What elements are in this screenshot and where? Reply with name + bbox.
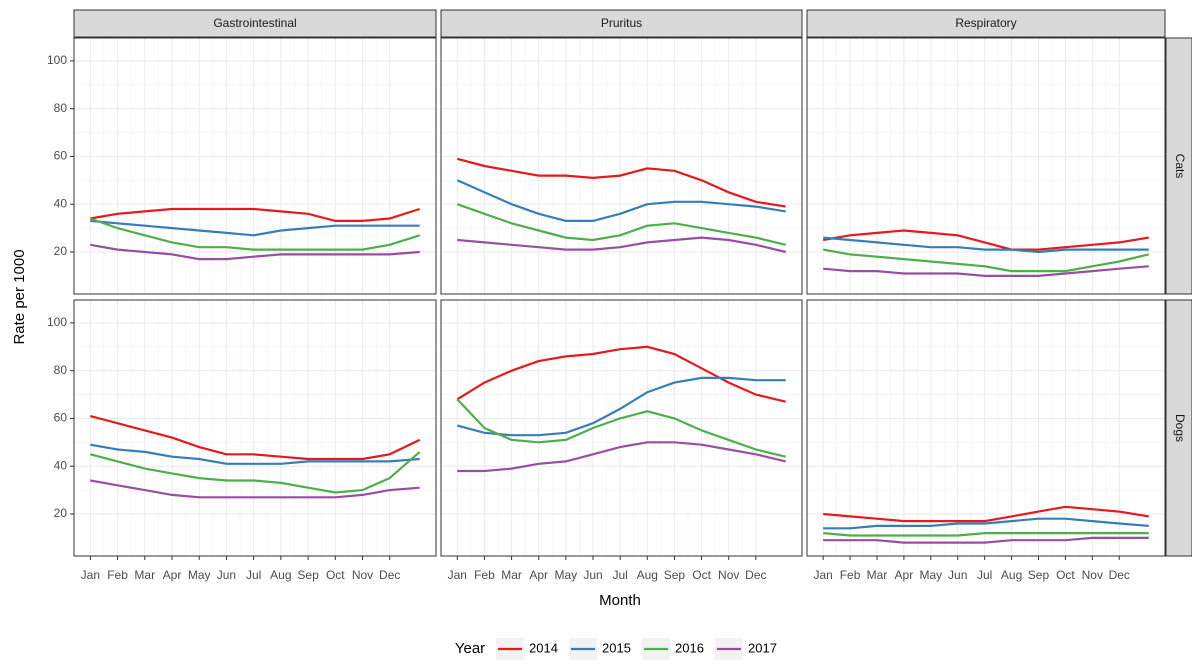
- x-tick-label: May: [188, 568, 211, 582]
- series-line: [823, 265, 1149, 277]
- series-line: [823, 229, 1149, 251]
- x-tick-label: Aug: [270, 568, 291, 582]
- legend-label: 2017: [748, 640, 777, 655]
- x-tick-label: Sep: [297, 568, 319, 582]
- strip-label: Respiratory: [955, 16, 1016, 30]
- x-tick-label: Jun: [948, 568, 967, 582]
- series-line: [823, 248, 1150, 273]
- series-line: [90, 415, 421, 461]
- x-tick-label: Apr: [163, 568, 182, 582]
- y-tick-label: 20: [54, 506, 68, 520]
- y-tick-label: 40: [54, 196, 68, 210]
- series-line: [90, 479, 420, 499]
- legend-label: 2016: [675, 640, 704, 655]
- panel-border: [73, 37, 437, 295]
- y-tick-label: 40: [54, 458, 68, 472]
- x-tick-label: Oct: [326, 568, 345, 582]
- series-line: [457, 236, 786, 254]
- y-tick-label: 80: [54, 363, 68, 377]
- x-tick-label: Jan: [448, 568, 467, 582]
- legend-title: Year: [455, 640, 485, 657]
- panel-border: [73, 299, 437, 557]
- y-tick-label: 80: [54, 101, 68, 115]
- strip: [1165, 37, 1192, 295]
- y-tick-label: 60: [54, 149, 68, 163]
- series-line: [90, 219, 420, 237]
- panel-background: [807, 38, 1165, 294]
- series-line: [456, 203, 786, 246]
- x-tick-label: Jun: [583, 568, 602, 582]
- series-line: [823, 536, 1149, 544]
- series-line: [823, 236, 1149, 254]
- strip-label: Gastrointestinal: [213, 16, 296, 30]
- series-line: [90, 451, 421, 494]
- x-tick-label: May: [919, 568, 942, 582]
- y-tick-label: 100: [47, 315, 67, 329]
- strip-label: Cats: [1173, 154, 1187, 179]
- y-axis-title: Rate per 1000: [11, 249, 28, 344]
- strip: [73, 9, 437, 38]
- panel-background: [74, 300, 436, 556]
- x-tick-label: Sep: [1028, 568, 1050, 582]
- x-tick-label: Mar: [134, 568, 155, 582]
- x-tick-label: May: [555, 568, 578, 582]
- panel-border: [806, 299, 1166, 557]
- series-line: [823, 505, 1149, 523]
- x-tick-label: Mar: [867, 568, 888, 582]
- x-tick-label: Aug: [1001, 568, 1022, 582]
- x-tick-label: Dec: [745, 568, 766, 582]
- x-tick-label: Sep: [664, 568, 686, 582]
- y-tick-label: 100: [47, 53, 67, 67]
- strip: [806, 9, 1166, 38]
- panel-border: [440, 299, 803, 557]
- panel-background: [441, 38, 802, 294]
- x-tick-label: Apr: [895, 568, 914, 582]
- strip: [440, 9, 803, 38]
- strip-label: Pruritus: [601, 16, 642, 30]
- series-line: [456, 179, 786, 222]
- panel-border: [806, 37, 1166, 295]
- x-tick-label: Oct: [1056, 568, 1075, 582]
- x-tick-label: Dec: [379, 568, 400, 582]
- series-line: [457, 441, 786, 473]
- x-tick-label: Jun: [217, 568, 236, 582]
- legend-label: 2015: [602, 640, 631, 655]
- series-line: [90, 243, 420, 261]
- x-tick-label: Feb: [107, 568, 128, 582]
- y-tick-label: 20: [54, 244, 68, 258]
- x-tick-label: Feb: [840, 568, 861, 582]
- panel-background: [441, 300, 802, 556]
- series-line: [90, 443, 420, 465]
- series-line: [457, 376, 786, 437]
- x-tick-label: Aug: [637, 568, 658, 582]
- x-tick-label: Jul: [246, 568, 261, 582]
- strip-label: Dogs: [1173, 414, 1187, 442]
- x-tick-label: Jul: [612, 568, 627, 582]
- x-tick-label: Mar: [501, 568, 522, 582]
- x-tick-label: Jan: [813, 568, 832, 582]
- series-line: [457, 157, 786, 208]
- y-tick-label: 60: [54, 411, 68, 425]
- series-line: [90, 207, 421, 222]
- panel-border: [440, 37, 803, 295]
- series-line: [456, 398, 786, 458]
- x-tick-label: Jan: [81, 568, 100, 582]
- x-tick-label: Feb: [474, 568, 495, 582]
- strip: [1165, 299, 1192, 557]
- x-tick-label: Oct: [692, 568, 711, 582]
- x-tick-label: Apr: [529, 568, 548, 582]
- x-tick-label: Nov: [352, 568, 373, 582]
- legend-label: 2014: [529, 640, 558, 655]
- x-tick-label: Dec: [1109, 568, 1130, 582]
- series-line: [456, 345, 786, 403]
- series-line: [823, 517, 1149, 530]
- x-tick-label: Jul: [977, 568, 992, 582]
- series-line: [89, 217, 421, 251]
- x-axis-title: Month: [599, 592, 641, 609]
- panel-background: [807, 300, 1165, 556]
- x-tick-label: Nov: [1082, 568, 1103, 582]
- series-line: [823, 532, 1149, 537]
- x-tick-label: Nov: [718, 568, 739, 582]
